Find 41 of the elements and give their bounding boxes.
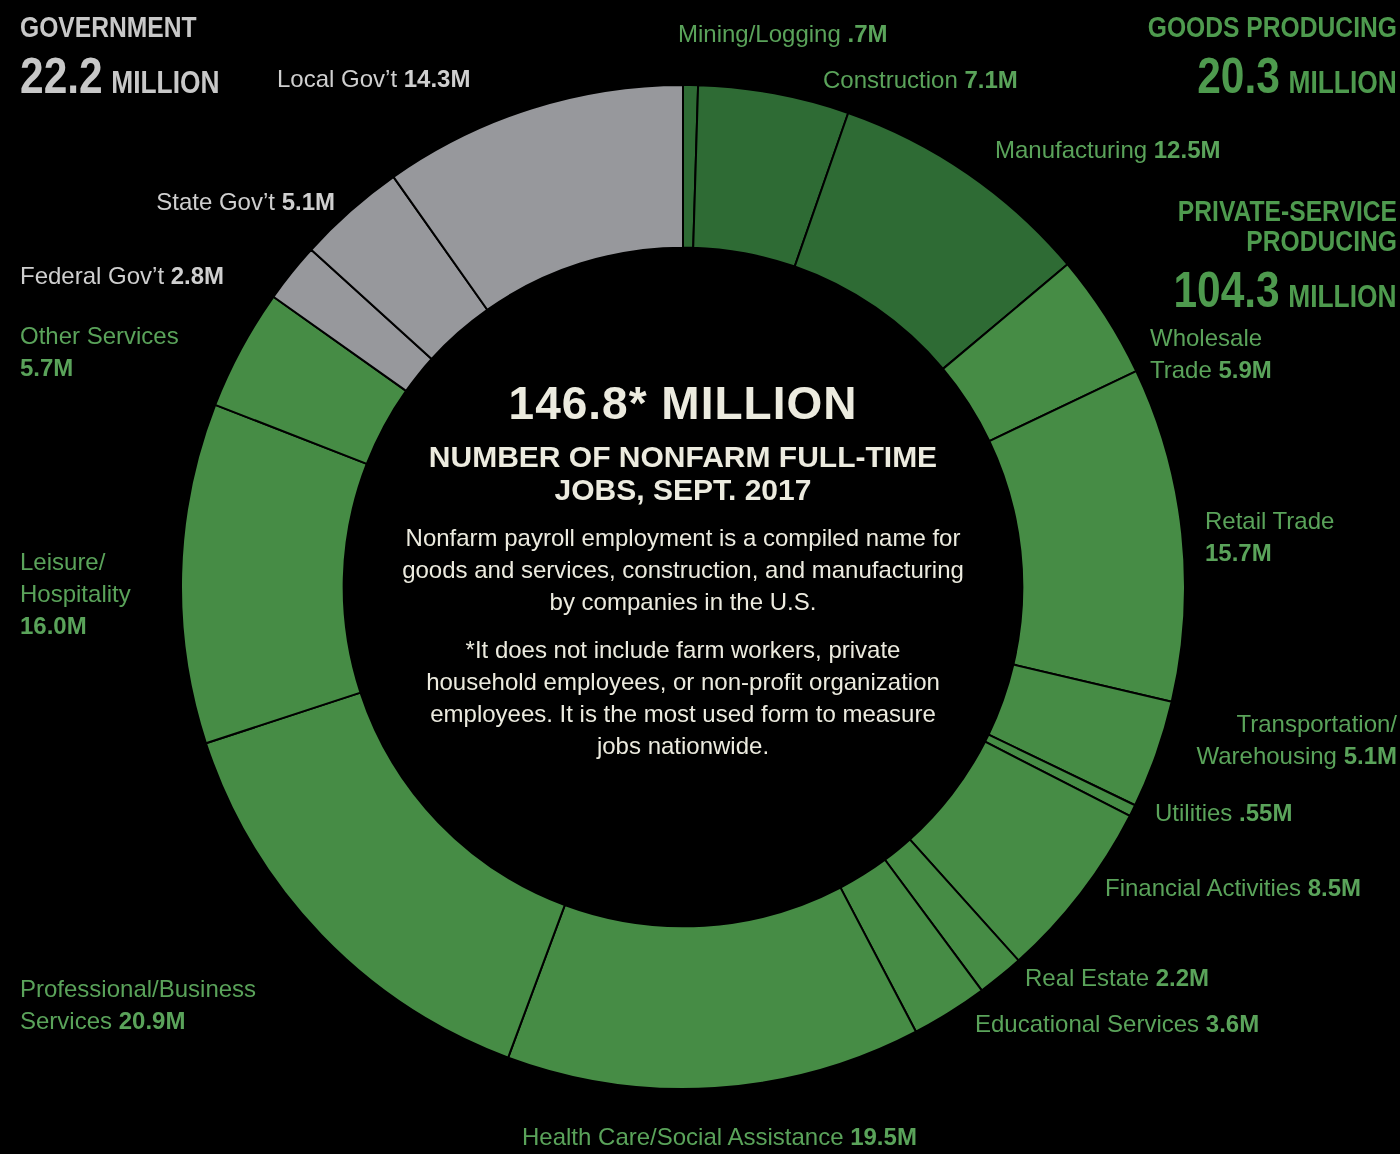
slice-label: Leisure/ Hospitality xyxy=(20,548,131,607)
slice-label: Real Estate xyxy=(1025,964,1150,991)
text: NUMBER OF NONFARM FULL-TIME JOBS, SEPT. 2017 xyxy=(427,440,939,506)
data-label: 14.3M xyxy=(403,65,471,92)
data-label: 5.7M xyxy=(20,354,74,381)
text: 22.2 MILLION xyxy=(20,48,220,104)
slice-label: Educational Services xyxy=(975,1010,1200,1037)
slice-label: Federal Gov’t xyxy=(20,262,165,289)
data-label: .55M xyxy=(1239,799,1293,826)
text: 104.3 MILLION xyxy=(1173,262,1397,318)
slice-label: Utilities xyxy=(1155,799,1233,826)
data-label: 3.6M xyxy=(1205,1010,1260,1037)
data-label: 8.5M xyxy=(1307,874,1362,901)
data-label: 5.9M xyxy=(1218,356,1272,383)
data-label: 7.1M xyxy=(964,66,1018,93)
slice-label: Other Services xyxy=(20,322,179,349)
text: *It does not include farm workers, private household employees, or non-profit organization employees. It is the most used form to measure jobs nationwide. xyxy=(425,635,941,761)
text: Nonfarm payroll employment is a compiled name for goods and services, construction, and manufacturing by companies in the U.S. xyxy=(401,523,965,617)
data-label: 15.7M xyxy=(1205,539,1272,566)
text: PRIVATE-SERVICE PRODUCING xyxy=(1176,195,1397,258)
data-label: 12.5M xyxy=(1153,136,1221,163)
slice-label: Local Gov’t xyxy=(277,65,398,92)
slice-label: Construction xyxy=(823,66,958,93)
text: GOODS PRODUCING xyxy=(1146,11,1397,43)
slice-label: Mining/Logging xyxy=(678,20,841,47)
data-label: 19.5M xyxy=(850,1123,917,1150)
data-label: 16.0M xyxy=(20,612,87,639)
data-label: 2.8M xyxy=(170,262,225,289)
text: 146.8* MILLION xyxy=(507,376,859,430)
data-label: .7M xyxy=(847,20,888,47)
data-label: 20.9M xyxy=(118,1007,186,1034)
data-label: 5.1M xyxy=(281,188,335,215)
slice-label: State Gov’t xyxy=(156,188,275,215)
slice-label: Manufacturing xyxy=(995,136,1148,163)
data-label: 2.2M xyxy=(1155,964,1210,991)
slice-label: Retail Trade xyxy=(1205,507,1335,534)
slice-label: Health Care/Social Assistance xyxy=(522,1123,844,1150)
slice-label: Financial Activities xyxy=(1105,874,1302,901)
text: GOVERNMENT xyxy=(20,11,198,43)
text: 20.3 MILLION xyxy=(1197,48,1397,104)
data-label: 5.1M xyxy=(1343,742,1397,769)
